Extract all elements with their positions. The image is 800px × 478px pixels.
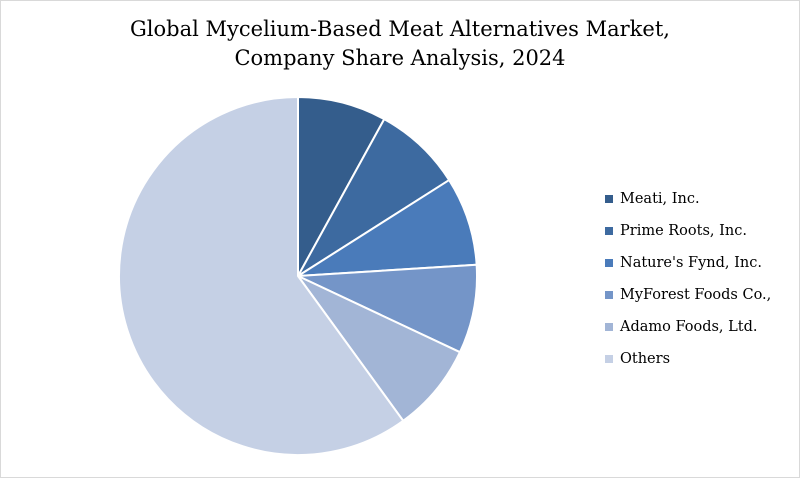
pie-slice-2 [297,179,478,277]
pie-slice-1 [297,118,451,277]
legend-item: Others [605,343,799,375]
legend-swatch [605,259,613,267]
chart-title: Global Mycelium-Based Meat Alternatives … [130,17,670,41]
pie-slice-5 [118,96,405,456]
legend-label: Nature's Fynd, Inc. [620,255,762,271]
legend-label: Meati, Inc. [620,191,700,207]
legend-swatch [605,291,613,299]
pie-slice-4 [297,275,461,422]
legend-label: Prime Roots, Inc. [620,223,747,239]
legend-label: MyForest Foods Co., [620,287,772,303]
legend-swatch [605,323,613,331]
legend-label: Others [620,351,671,367]
legend-item: Adamo Foods, Ltd. [605,311,799,343]
legend-swatch [605,227,613,235]
legend-item: Nature's Fynd, Inc. [605,247,799,279]
pie-slice-3 [297,263,478,354]
chart-subtitle: Company Share Analysis, 2024 [234,46,566,70]
legend-swatch [605,355,613,363]
legend-swatch [605,195,613,203]
chart-legend: Meati, Inc. Prime Roots, Inc. Nature's Fyn… [605,183,799,375]
pie-slice-0 [297,96,386,277]
legend-item: Meati, Inc. [605,183,799,215]
chart-title-block: Global Mycelium-Based Meat Alternatives … [1,15,799,73]
legend-item: Prime Roots, Inc. [605,215,799,247]
legend-label: Adamo Foods, Ltd. [620,319,758,335]
pie-slices [118,96,478,456]
legend-item: MyForest Foods Co., [605,279,799,311]
